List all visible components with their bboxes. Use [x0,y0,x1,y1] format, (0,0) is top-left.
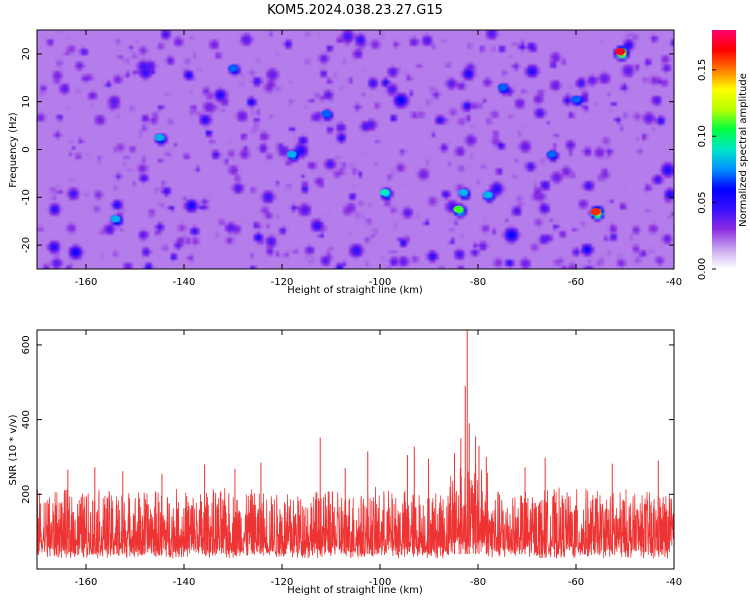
snr-x-axis-label: Height of straight line (km) [287,585,423,596]
x-tick-label: -60 [568,577,584,588]
heatmap-x-axis-ticks: -160 -140 -120 -100 -80 -60 -40 [75,30,682,288]
x-tick-label: -120 [271,277,294,288]
heatmap-hotspot [110,215,121,223]
heatmap-hotspot [482,191,493,199]
heatmap-hotspot [453,205,464,213]
x-tick-label: -40 [666,577,682,588]
y-tick-label: 20 [21,48,32,61]
x-tick-label: -100 [369,577,392,588]
snr-y-axis-label: SNR (10 * v/v) [8,414,19,485]
colorbar-tick-label: 0.00 [697,258,708,280]
y-tick-label: 10 [21,95,32,108]
colorbar-tick-label: 0.15 [697,59,708,81]
heatmap-hotspot [615,48,626,56]
x-tick-label: -60 [568,277,584,288]
snr-frame [36,329,675,570]
heatmap-hotspot [321,110,332,118]
heatmap-y-axis-label: Frequency (Hz) [8,112,19,188]
x-tick-label: -100 [369,277,392,288]
heatmap-x-axis-label: Height of straight line (km) [287,285,423,296]
x-tick-label: -40 [666,277,682,288]
colorbar-tick-label: 0.05 [697,191,708,213]
heatmap-y-axis-ticks: -20 -10 0 10 20 [21,48,674,253]
snr-x-axis-ticks: -160 -140 -120 -100 -80 -60 -40 [75,330,682,588]
x-tick-label: -160 [75,277,98,288]
heatmap-hotspot [154,134,165,142]
y-tick-label: 600 [21,335,32,354]
snr-line [37,462,674,559]
x-tick-label: -140 [173,277,196,288]
heatmap-hotspot [458,189,469,197]
x-tick-label: -140 [173,577,196,588]
heatmap-hotspot [590,208,601,216]
heatmap-hotspot [379,189,390,197]
heatmap-hotspot [286,150,297,158]
x-tick-label: -120 [271,577,294,588]
y-tick-label: -20 [21,237,32,253]
colorbar-ticks: 0.00 0.05 0.10 0.15 [697,59,716,280]
heatmap-hotspot [228,64,238,72]
snr-series [37,330,674,559]
colorbar-tick-label: 0.10 [697,125,708,147]
snr-panel: -160 -140 -120 -100 -80 -60 -40 200 400 600 Heig… [8,329,682,596]
heatmap-hotspot [497,83,508,91]
x-tick-label: -80 [470,277,486,288]
y-tick-label: 0 [21,146,32,152]
y-tick-label: 400 [21,410,32,429]
colorbar-label: Normalized spectral amplitude [738,73,749,227]
snr-y-axis-ticks: 200 400 600 [21,335,674,504]
heatmap-hotspot [546,150,557,158]
x-tick-label: -160 [75,577,98,588]
spectral-heatmap-image [37,30,674,269]
heatmap-hotspot [571,95,581,103]
figure-title: KOM5.2024.038.23.27.G15 [267,3,443,18]
x-tick-label: -80 [470,577,486,588]
heatmap-hotspots [110,48,626,223]
colorbar: 0.00 0.05 0.10 0.15 Normalized spectral amp… [697,30,749,280]
y-tick-label: -10 [21,189,32,205]
y-tick-label: 200 [21,485,32,504]
colorbar-scale [712,30,736,269]
